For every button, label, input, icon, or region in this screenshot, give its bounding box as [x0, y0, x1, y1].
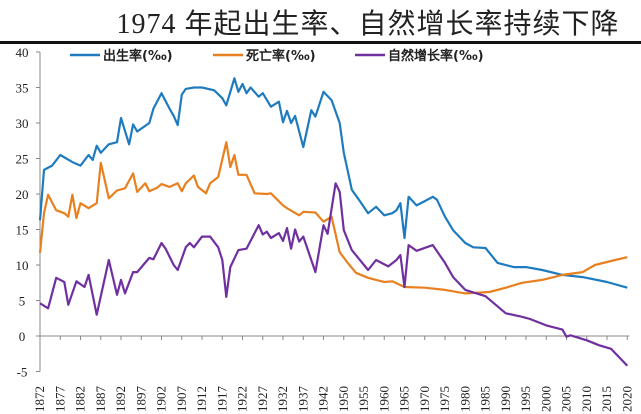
title-divider — [0, 41, 641, 44]
x-tick-label: 1912 — [194, 386, 209, 412]
x-tick-label: 1892 — [113, 386, 128, 412]
x-tick-label: 1985 — [478, 386, 493, 412]
x-tick-label: 1965 — [397, 386, 412, 412]
x-tick-label: 1882 — [73, 386, 88, 412]
x-tick-label: 1970 — [417, 386, 432, 412]
x-tick-label: 1937 — [295, 386, 310, 413]
x-tick-label: 2020 — [619, 386, 634, 412]
x-tick-label: 2010 — [579, 386, 594, 412]
y-tick-label: 35 — [16, 81, 29, 96]
x-tick-label: 1927 — [255, 386, 270, 413]
series-line-1 — [38, 77, 628, 289]
series-line-2 — [38, 141, 628, 295]
x-tick-label: 2005 — [559, 386, 574, 412]
x-tick-label: 1990 — [498, 386, 513, 412]
y-tick-label: -5 — [17, 365, 28, 380]
y-tick-label: 10 — [16, 258, 29, 273]
legend-label-1: 出生率(‰) — [103, 48, 173, 64]
x-tick-label: 1932 — [275, 386, 290, 412]
x-tick-label: 1995 — [518, 386, 533, 412]
legend-label-3: 自然增长率(‰) — [388, 48, 484, 64]
x-tick-label: 1887 — [93, 386, 108, 413]
y-tick-label: 0 — [19, 329, 26, 344]
x-tick-label: 1960 — [376, 386, 391, 412]
x-tick-label: 1897 — [133, 386, 148, 413]
y-tick-label: 20 — [16, 187, 29, 202]
x-tick-label: 1872 — [32, 386, 47, 412]
y-tick-label: 25 — [16, 152, 29, 167]
legend-label-2: 死亡率(‰) — [246, 48, 316, 64]
y-tick-label: 15 — [16, 223, 29, 238]
x-tick-label: 1980 — [457, 386, 472, 412]
chart-title: 1974 年起出生率、自然增长率持续下降 — [116, 9, 620, 40]
x-tick-label: 1902 — [154, 386, 169, 412]
y-tick-label: 5 — [19, 294, 26, 309]
x-tick-label: 1955 — [356, 386, 371, 412]
x-tick-label: 1917 — [214, 386, 229, 413]
x-tick-label: 1942 — [316, 386, 331, 412]
x-tick-label: 1907 — [174, 386, 189, 413]
series-line-3 — [39, 182, 629, 367]
y-tick-label: 40 — [16, 45, 29, 60]
x-tick-label: 1877 — [52, 386, 67, 413]
x-tick-label: 1950 — [336, 386, 351, 412]
x-tick-label: 2015 — [599, 386, 614, 412]
x-tick-label: 1975 — [437, 386, 452, 412]
x-tick-label: 2000 — [538, 386, 553, 412]
y-tick-label: 30 — [16, 116, 29, 131]
x-tick-label: 1922 — [235, 386, 250, 412]
